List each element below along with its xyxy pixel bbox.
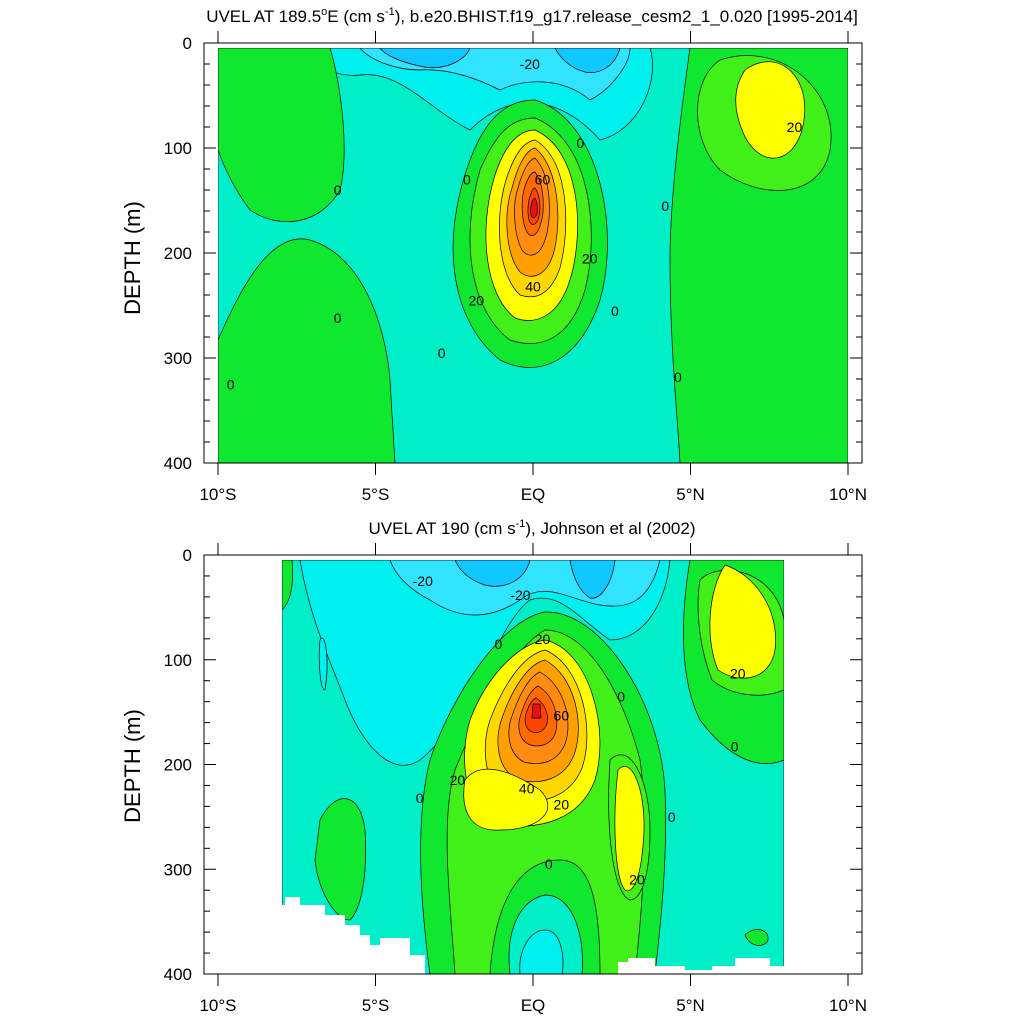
y-tick-label: 200 (164, 756, 192, 775)
contour-label: 0 (576, 135, 584, 151)
y-tick-label: 400 (164, 965, 192, 984)
contour-label: 60 (535, 172, 551, 188)
y-tick-label: 200 (164, 244, 192, 263)
y-tick-label: 0 (183, 34, 192, 53)
contour-label: 0 (611, 303, 619, 319)
panel2-missing-data (282, 897, 784, 974)
contour-label: 60 (554, 707, 570, 723)
panel2-title: UVEL AT 190 (cm s-1), Johnson et al (200… (369, 518, 696, 538)
x-tick-label: 10°N (829, 485, 867, 504)
x-tick-label: 10°N (829, 996, 867, 1015)
panel1-ylabel: DEPTH (m) (120, 201, 145, 315)
panel1-title: UVEL AT 189.5oE (cm s-1), b.e20.BHIST.f1… (206, 6, 858, 26)
contour-label: 0 (438, 345, 446, 361)
contour-label: 0 (731, 739, 739, 755)
panel1-contour-labels: -20 0 0 0 0 0 0 0 0 0 60 40 20 20 20 (227, 56, 803, 392)
contour-label: -20 (520, 56, 540, 72)
contour-label: 20 (554, 796, 570, 812)
contour-label: 0 (463, 172, 471, 188)
contour-label: 40 (519, 781, 535, 797)
contour-label: 20 (582, 250, 598, 266)
contour-label: 0 (661, 198, 669, 214)
x-tick-label: 10°S (199, 485, 236, 504)
contour-label: 20 (730, 665, 746, 681)
contour-label: 0 (617, 688, 625, 704)
contour-label: 40 (525, 279, 541, 295)
contour-label: 0 (334, 310, 342, 326)
x-tick-label: 5°N (676, 996, 705, 1015)
contour-label: 20 (450, 772, 466, 788)
contour-label: 0 (668, 809, 676, 825)
contour-label: 20 (469, 292, 485, 308)
x-tick-label: 5°S (362, 485, 390, 504)
contour-label: -20 (510, 587, 530, 603)
contour-label: 0 (227, 376, 235, 392)
contour-label: 20 (629, 872, 645, 888)
panel-obs: UVEL AT 190 (cm s-1), Johnson et al (200… (120, 518, 867, 1015)
y-tick-label: 400 (164, 454, 192, 473)
x-tick-label: 10°S (199, 996, 236, 1015)
contour-label: 0 (674, 369, 682, 385)
y-tick-label: 100 (164, 139, 192, 158)
contour-label: 0 (334, 182, 342, 198)
y-tick-label: 0 (183, 546, 192, 565)
y-tick-label: 100 (164, 651, 192, 670)
contour-label: -20 (413, 573, 433, 589)
panel1-contour-field (218, 48, 848, 463)
panel2-contour-labels: -20 -20 20 0 0 60 40 20 20 0 0 0 20 20 0 (413, 573, 746, 888)
panel2-ylabel: DEPTH (m) (120, 709, 145, 823)
x-tick-label: 5°S (362, 996, 390, 1015)
contour-label: 0 (494, 636, 502, 652)
y-tick-label: 300 (164, 349, 192, 368)
panel2-contour-field (282, 560, 784, 974)
y-tick-label: 300 (164, 860, 192, 879)
x-tick-label: 5°N (676, 485, 705, 504)
contour-label: 20 (787, 119, 803, 135)
contour-label: 0 (545, 856, 553, 872)
x-tick-label: EQ (521, 996, 546, 1015)
x-tick-label: EQ (521, 485, 546, 504)
contour-label: 20 (535, 631, 551, 647)
panel-model: UVEL AT 189.5oE (cm s-1), b.e20.BHIST.f1… (120, 6, 867, 504)
contour-label: 0 (416, 790, 424, 806)
